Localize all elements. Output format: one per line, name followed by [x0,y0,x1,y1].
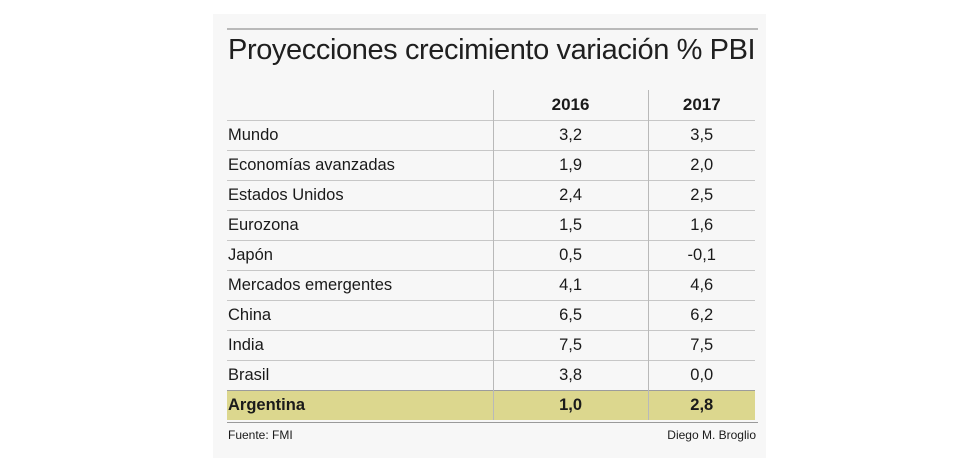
header-2016: 2016 [492,90,649,121]
value-2016: 3,2 [492,120,649,151]
value-2016: 1,5 [492,210,649,241]
value-2016: 0,5 [492,240,649,271]
row-label: Brasil [227,360,494,391]
table-card: Proyecciones crecimiento variación % PBI… [213,14,766,458]
value-2016: 6,5 [492,300,649,331]
value-2017: 0,0 [647,360,755,391]
chart-title: Proyecciones crecimiento variación % PBI [228,34,756,66]
value-2017: 4,6 [647,270,755,301]
row-label: China [227,300,494,331]
value-2017: 2,8 [647,390,755,420]
row-label: Mercados emergentes [227,270,494,301]
table-row: Economías avanzadas 1,9 2,0 [227,150,755,181]
table-body: Mundo 3,2 3,5 Economías avanzadas 1,9 2,0 Esta… [227,120,755,420]
value-2017: 7,5 [647,330,755,361]
value-2017: 2,0 [647,150,755,181]
table-row: Mundo 3,2 3,5 [227,120,755,151]
value-2017: 6,2 [647,300,755,331]
value-2017: 2,5 [647,180,755,211]
header-row: 2016 2017 [227,90,755,121]
value-2017: 1,6 [647,210,755,241]
table-row: India 7,5 7,5 [227,330,755,361]
value-2016: 7,5 [492,330,649,361]
data-table: 2016 2017 Mundo 3,2 3,5 Economías avanzadas… [227,90,755,420]
row-label: Economías avanzadas [227,150,494,181]
table-row: Mercados emergentes 4,1 4,6 [227,270,755,301]
top-rule [227,28,758,30]
header-label-cell [227,90,493,121]
table-row-highlight: Argentina 1,0 2,8 [227,390,755,420]
header-2017: 2017 [647,90,755,121]
row-label: Estados Unidos [227,180,494,211]
row-label: Eurozona [227,210,494,241]
row-label: Japón [227,240,494,271]
table-row: Estados Unidos 2,4 2,5 [227,180,755,211]
value-2016: 1,0 [492,390,649,420]
value-2016: 1,9 [492,150,649,181]
author-credit: Diego M. Broglio [667,428,756,442]
value-2016: 3,8 [492,360,649,391]
row-label: Mundo [227,120,494,151]
table-row: China 6,5 6,2 [227,300,755,331]
table-row: Eurozona 1,5 1,6 [227,210,755,241]
row-label: Argentina [227,390,494,420]
value-2016: 2,4 [492,180,649,211]
value-2017: -0,1 [647,240,755,271]
table-row: Japón 0,5 -0,1 [227,240,755,271]
source-note: Fuente: FMI [228,428,293,442]
table-row: Brasil 3,8 0,0 [227,360,755,391]
value-2017: 3,5 [647,120,755,151]
value-2016: 4,1 [492,270,649,301]
row-label: India [227,330,494,361]
bottom-rule [227,422,758,423]
